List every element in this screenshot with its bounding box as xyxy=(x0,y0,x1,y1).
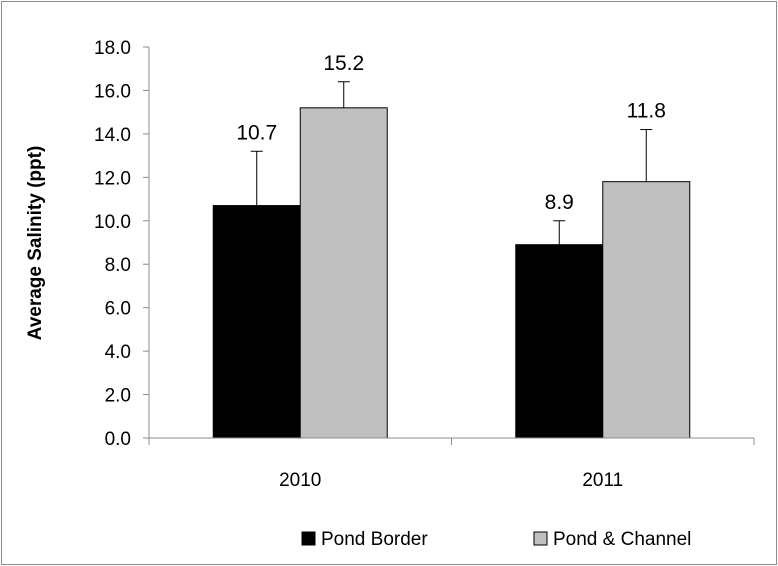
x-tick-label: 2010 xyxy=(279,470,321,491)
data-label: 8.9 xyxy=(545,191,574,214)
plot-area: 0.0 2.0 4.0 6.0 8.0 10.0 12.0 14.0 16.0 18.0 10.7 1… xyxy=(94,38,755,491)
y-tick-label: 0.0 xyxy=(105,429,131,450)
y-tick-label: 12.0 xyxy=(94,168,131,189)
legend-label: Pond Border xyxy=(321,529,428,550)
y-tick-label: 10.0 xyxy=(94,212,131,233)
x-tick-label: 2011 xyxy=(582,470,623,491)
y-tick-label: 8.0 xyxy=(105,255,131,276)
bar xyxy=(515,244,604,439)
y-tick-label: 16.0 xyxy=(94,81,131,102)
y-tick-label: 2.0 xyxy=(105,386,131,407)
y-tick-label: 18.0 xyxy=(94,38,131,59)
bar xyxy=(212,205,301,439)
y-axis-title: Average Salinity (ppt) xyxy=(25,146,46,341)
legend-swatch xyxy=(301,531,316,546)
data-label: 11.8 xyxy=(627,100,666,123)
legend-label: Pond & Channel xyxy=(553,529,691,550)
legend: Pond Border Pond & Channel xyxy=(301,529,691,550)
bar xyxy=(602,181,691,439)
data-label: 15.2 xyxy=(323,52,364,75)
y-tick-label: 14.0 xyxy=(94,125,131,146)
data-label: 10.7 xyxy=(236,121,277,144)
y-tick-label: 4.0 xyxy=(105,342,131,363)
legend-swatch xyxy=(533,531,548,546)
y-tick-label: 6.0 xyxy=(105,299,131,320)
bar xyxy=(299,107,388,439)
